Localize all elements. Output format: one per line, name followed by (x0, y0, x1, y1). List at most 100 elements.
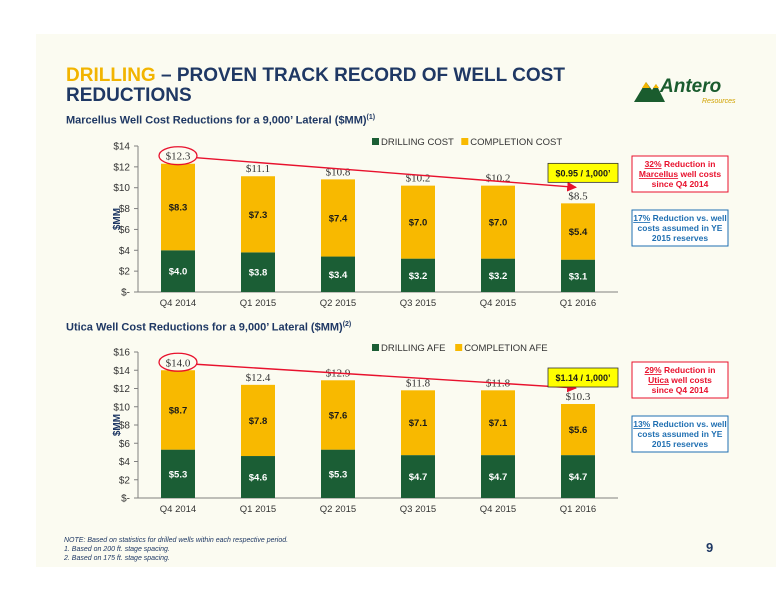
legend-label-drilling: DRILLING COST (381, 137, 454, 148)
legend-swatch-drilling (372, 344, 379, 351)
completion-value-label: $7.8 (249, 416, 268, 427)
reduction-note-pct: 32% (645, 159, 662, 169)
reduction-note-line3: since Q4 2014 (652, 385, 709, 395)
drilling-bar (321, 449, 355, 498)
reduction-note-region: Utica (648, 375, 669, 385)
mountain-logo-icon (634, 82, 665, 102)
reserves-note-line1: 13% Reduction vs. well (633, 419, 727, 429)
reduction-note-line3: since Q4 2014 (652, 179, 709, 189)
company-logo: Antero Resources (632, 74, 742, 114)
reserves-note-text: Reduction vs. well (650, 213, 727, 223)
reserves-note-line1: 17% Reduction vs. well (633, 213, 727, 223)
first-total-circle (158, 352, 198, 372)
drilling-bar (161, 449, 195, 498)
legend-label-completion: COMPLETION COST (470, 137, 562, 148)
y-tick-label: $4 (119, 457, 131, 468)
completion-bar (241, 176, 275, 253)
x-tick-label: Q4 2014 (160, 504, 196, 515)
x-tick-label: Q3 2015 (400, 504, 436, 515)
reserves-note-line3: 2015 reserves (652, 233, 709, 243)
per-foot-callout-box (547, 162, 619, 183)
drilling-value-label: $4.0 (169, 267, 188, 278)
drilling-bar (241, 252, 275, 292)
x-tick-label: Q1 2016 (560, 298, 596, 309)
drilling-value-label: $3.8 (249, 268, 268, 279)
drilling-value-label: $5.3 (169, 469, 188, 480)
marcellus-title-text: Marcellus Well Cost Reductions for a 9,0… (66, 114, 367, 127)
reduction-note-box (631, 361, 729, 399)
total-value-label: $8.5 (568, 190, 588, 202)
reserves-note-box (631, 415, 729, 453)
drilling-bar (401, 455, 435, 498)
x-tick-label: Q2 2015 (320, 504, 356, 515)
total-value-label: $10.2 (486, 173, 511, 185)
reserves-note-text: Reduction vs. well (650, 419, 727, 429)
y-tick-label: $- (121, 494, 130, 505)
utica-title-footnote: (2) (342, 321, 352, 328)
x-tick-label: Q4 2015 (480, 298, 516, 309)
marcellus-chart-title: Marcellus Well Cost Reductions for a 9,0… (66, 114, 375, 127)
utica-title-text: Utica Well Cost Reductions for a 9,000’ … (66, 321, 343, 334)
drilling-bar (241, 456, 275, 498)
title-accent: DRILLING (66, 65, 156, 86)
completion-value-label: $7.0 (489, 218, 508, 229)
completion-bar (401, 185, 435, 259)
y-tick-label: $14 (113, 142, 130, 153)
total-value-label: $12.4 (246, 372, 271, 384)
drilling-bar (481, 455, 515, 498)
x-tick-label: Q1 2016 (560, 504, 596, 515)
y-tick-label: $12 (113, 384, 130, 395)
drilling-bar (561, 259, 595, 292)
y-tick-label: $8 (119, 421, 131, 432)
reserves-note-box (631, 209, 729, 247)
legend-swatch-drilling (372, 138, 379, 145)
note-line: NOTE: Based on statistics for drilled we… (64, 537, 289, 544)
y-tick-label: $2 (119, 475, 131, 486)
completion-value-label: $7.1 (409, 418, 428, 429)
completion-bar (401, 390, 435, 456)
completion-value-label: $5.4 (569, 227, 588, 238)
drilling-value-label: $4.7 (569, 472, 588, 483)
completion-value-label: $7.0 (409, 218, 428, 229)
drilling-value-label: $4.7 (409, 472, 428, 483)
footnote-2: 2. Based on 175 ft. stage spacing. (64, 555, 170, 562)
drilling-bar (321, 256, 355, 292)
reduction-note-line1: 29% Reduction in (645, 365, 716, 375)
per-foot-callout-text: $0.95 / 1,000’ (555, 168, 610, 178)
reduction-note-line1: 32% Reduction in (645, 159, 716, 169)
drilling-value-label: $3.4 (329, 270, 348, 281)
drilling-value-label: $4.7 (489, 472, 508, 483)
y-tick-label: $6 (119, 439, 131, 450)
completion-value-label: $5.6 (569, 425, 588, 436)
reduction-note-box (631, 155, 729, 193)
drilling-value-label: $3.2 (409, 271, 428, 282)
reserves-note-pct: 13% (633, 419, 650, 429)
drilling-value-label: $5.3 (329, 469, 348, 480)
y-tick-label: $2 (119, 267, 131, 278)
legend-label-drilling: DRILLING AFE (381, 343, 445, 354)
completion-bar (321, 380, 355, 450)
y-axis-label: $MM (112, 208, 123, 230)
marcellus-chart: $- $2 $4 $6 $8 $10 $12 $14 $MM $4.0 $8.3 $12.3 Q4 20… (112, 137, 729, 309)
completion-bar (481, 185, 515, 259)
utica-chart: $- $2 $4 $6 $8 $10 $12 $14 $16 $MM $5.3 $8.7 $14.0 Q4… (112, 343, 729, 515)
total-value-label: $11.1 (246, 163, 270, 175)
drilling-bar (161, 250, 195, 292)
completion-value-label: $8.7 (169, 405, 188, 416)
total-value-label: $14.0 (166, 357, 191, 369)
y-tick-label: $10 (113, 183, 130, 194)
reduction-note-text: well costs (669, 375, 712, 385)
trend-arrow (195, 157, 577, 192)
completion-value-label: $7.6 (329, 410, 348, 421)
completion-value-label: $7.3 (249, 210, 268, 221)
completion-bar (161, 370, 195, 450)
x-tick-label: Q4 2015 (480, 504, 516, 515)
drilling-value-label: $3.2 (489, 271, 508, 282)
drilling-bar (561, 455, 595, 498)
logo-text: Antero (660, 76, 722, 97)
y-axis-label: $MM (112, 414, 123, 436)
x-tick-label: Q1 2015 (240, 298, 276, 309)
y-tick-label: $6 (119, 225, 131, 236)
total-value-label: $12.3 (166, 151, 191, 163)
reduction-note-line2: Utica well costs (648, 375, 712, 385)
